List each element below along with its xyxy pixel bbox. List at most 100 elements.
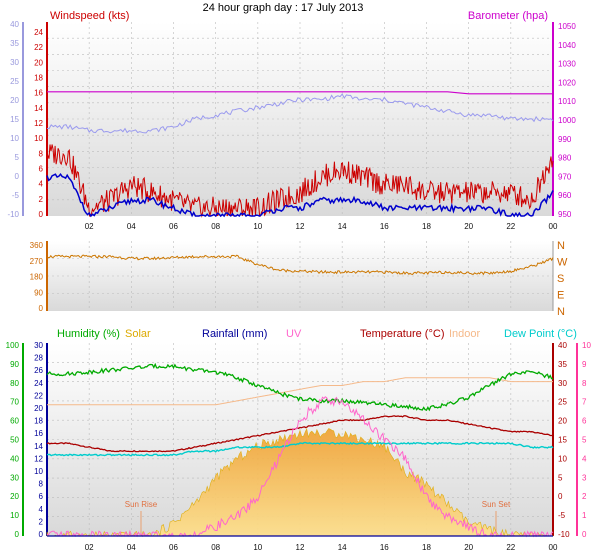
- humidity-tick-label: 10: [10, 511, 19, 520]
- indoor-temperature-line: [47, 377, 553, 406]
- windspeed-tick-label: 22: [34, 43, 43, 52]
- dew-point-line: [46, 441, 554, 457]
- temperature-tick-label: 10: [558, 454, 567, 463]
- rainfall-tick-label: 4: [39, 505, 44, 514]
- wind-x-tick-label: 08: [211, 222, 220, 231]
- compass-label: N: [557, 306, 565, 318]
- uv-tick-label: 5: [582, 436, 587, 445]
- wind-outer-tick-label: -10: [7, 210, 19, 219]
- rainfall-tick-label: 2: [39, 517, 44, 526]
- direction-tick-label: 180: [30, 273, 44, 282]
- humidity-line: [46, 362, 554, 412]
- windspeed-tick-label: 4: [39, 180, 44, 189]
- barometer-title: Barometer (hpa): [468, 10, 548, 22]
- wind-outer-tick-label: 0: [15, 172, 20, 181]
- windspeed-tick-label: 2: [39, 195, 44, 204]
- humidity-tick-label: 100: [6, 341, 20, 350]
- main-x-tick-label: 10: [253, 543, 262, 552]
- main-x-tick-label: 08: [211, 543, 220, 552]
- legend-indoor: Indoor: [449, 328, 481, 340]
- windspeed-tick-label: 6: [39, 165, 44, 174]
- windspeed-tick-label: 24: [34, 28, 43, 37]
- wind-x-tick-label: 04: [127, 222, 136, 231]
- windspeed-tick-label: 20: [34, 58, 43, 67]
- wind-x-tick-label: 14: [338, 222, 347, 231]
- humidity-tick-label: 30: [10, 473, 19, 482]
- wind-x-tick-label: 18: [422, 222, 431, 231]
- temperature-trace-line: [46, 93, 554, 134]
- legend-temperature: Temperature (°C): [360, 328, 444, 340]
- sun-set-label: Sun Set: [482, 500, 511, 509]
- barometer-tick-label: 980: [558, 154, 572, 163]
- wind-outer-tick-label: 10: [10, 134, 19, 143]
- rainfall-tick-label: 6: [39, 492, 44, 501]
- main-x-tick-label: 16: [380, 543, 389, 552]
- sun-rise-label: Sun Rise: [125, 500, 158, 509]
- windspeed-tick-label: 14: [34, 104, 43, 113]
- windspeed-tick-label: 18: [34, 74, 43, 83]
- direction-tick-label: 360: [30, 241, 44, 250]
- barometer-tick-label: 990: [558, 135, 572, 144]
- humidity-tick-label: 40: [10, 454, 19, 463]
- temperature-line: [46, 415, 554, 453]
- rainfall-tick-label: 0: [39, 530, 44, 539]
- direction-tick-label: 0: [39, 304, 44, 313]
- legend-dewpoint: Dew Point (°C): [504, 328, 577, 340]
- compass-label: N: [557, 240, 565, 252]
- barometer-tick-label: 1030: [558, 60, 576, 69]
- windspeed-tick-label: 10: [34, 134, 43, 143]
- compass-label: S: [557, 273, 564, 285]
- humidity-tick-label: 70: [10, 398, 19, 407]
- temperature-tick-label: -5: [558, 511, 566, 520]
- compass-label: W: [557, 257, 568, 269]
- barometer-tick-label: 1000: [558, 116, 576, 125]
- temperature-tick-label: 40: [558, 341, 567, 350]
- barometer-tick-label: 1010: [558, 97, 576, 106]
- direction-line: [46, 254, 554, 276]
- humidity-tick-label: 50: [10, 436, 19, 445]
- wind-x-tick-label: 16: [380, 222, 389, 231]
- temperature-tick-label: 15: [558, 436, 567, 445]
- legend-solar: Solar: [125, 328, 151, 340]
- barometer-tick-label: 1040: [558, 41, 576, 50]
- windspeed-tick-label: 12: [34, 119, 43, 128]
- compass-label: E: [557, 290, 564, 302]
- legend-rainfall: Rainfall (mm): [202, 328, 267, 340]
- main-x-tick-label: 18: [422, 543, 431, 552]
- humidity-tick-label: 20: [10, 492, 19, 501]
- barometer-tick-label: 1020: [558, 78, 576, 87]
- rainfall-tick-label: 22: [34, 391, 43, 400]
- wind-outer-tick-label: 15: [10, 115, 19, 124]
- rainfall-tick-label: 14: [34, 442, 43, 451]
- main-x-tick-label: 02: [85, 543, 94, 552]
- temperature-tick-label: 30: [558, 379, 567, 388]
- uv-tick-label: 9: [582, 360, 587, 369]
- wind-outer-tick-label: 30: [10, 58, 19, 67]
- rainfall-tick-label: 30: [34, 341, 43, 350]
- barometer-tick-label: 950: [558, 210, 572, 219]
- rainfall-tick-label: 12: [34, 454, 43, 463]
- wind-x-tick-label: 22: [506, 222, 515, 231]
- wind-x-tick-label: 00: [549, 222, 558, 231]
- main-x-tick-label: 22: [506, 543, 515, 552]
- average-windspeed-line: [46, 172, 554, 218]
- windspeed-line: [46, 144, 554, 218]
- barometer-tick-label: 1050: [558, 22, 576, 31]
- page-title: 24 hour graph day : 17 July 2013: [203, 2, 364, 14]
- wind-outer-tick-label: 5: [15, 153, 20, 162]
- uv-tick-label: 1: [582, 511, 587, 520]
- uv-tick-label: 0: [582, 530, 587, 539]
- chart-marks: 4035302520151050-5-102422201816141210864…: [6, 20, 592, 552]
- humidity-tick-label: 90: [10, 360, 19, 369]
- wind-outer-tick-label: -5: [12, 191, 20, 200]
- windspeed-tick-label: 8: [39, 149, 44, 158]
- temperature-tick-label: 20: [558, 417, 567, 426]
- barometer-line: [47, 91, 553, 95]
- uv-tick-label: 2: [582, 492, 587, 501]
- rainfall-tick-label: 8: [39, 480, 44, 489]
- main-x-tick-label: 14: [338, 543, 347, 552]
- rainfall-tick-label: 28: [34, 354, 43, 363]
- direction-tick-label: 270: [30, 257, 44, 266]
